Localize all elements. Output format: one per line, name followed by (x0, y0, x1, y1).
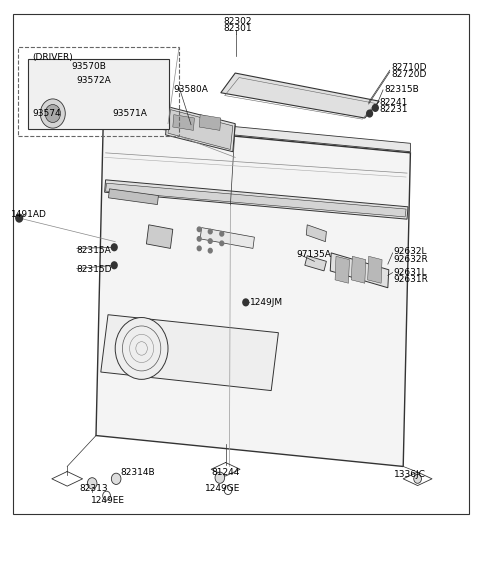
Text: 92632L: 92632L (394, 247, 427, 256)
Circle shape (40, 99, 65, 128)
Circle shape (197, 227, 201, 232)
Text: 93580A: 93580A (174, 85, 209, 94)
Polygon shape (105, 180, 408, 219)
Text: 82720D: 82720D (391, 70, 427, 79)
Polygon shape (173, 115, 194, 130)
Text: 1336JC: 1336JC (394, 470, 425, 479)
Polygon shape (200, 228, 254, 248)
Text: 1249JM: 1249JM (250, 298, 283, 307)
Circle shape (220, 232, 224, 236)
Text: 82315A: 82315A (77, 246, 111, 255)
Polygon shape (146, 225, 173, 248)
Circle shape (243, 299, 249, 306)
Text: 1491AD: 1491AD (11, 210, 47, 219)
Polygon shape (101, 315, 278, 391)
Bar (28, 59, 169, 129)
Polygon shape (103, 114, 410, 152)
Circle shape (414, 474, 421, 483)
Polygon shape (335, 256, 349, 283)
Text: 93574: 93574 (33, 109, 61, 118)
Polygon shape (73, 97, 158, 125)
Polygon shape (199, 115, 221, 130)
Polygon shape (38, 79, 156, 93)
Circle shape (197, 246, 201, 251)
Text: 82241: 82241 (379, 98, 408, 107)
Text: (DRIVER): (DRIVER) (33, 53, 73, 62)
Text: 1249EE: 1249EE (91, 496, 125, 505)
Polygon shape (114, 82, 134, 92)
Text: 82315B: 82315B (384, 85, 419, 94)
Text: 82231: 82231 (379, 105, 408, 114)
Circle shape (197, 237, 201, 241)
Circle shape (220, 241, 224, 246)
Text: 92632R: 92632R (394, 255, 428, 264)
Circle shape (208, 229, 212, 234)
Polygon shape (368, 256, 382, 283)
Polygon shape (88, 82, 108, 92)
Text: 82315D: 82315D (77, 265, 112, 274)
Polygon shape (168, 110, 233, 149)
Text: 82301: 82301 (223, 24, 252, 33)
Polygon shape (75, 100, 156, 123)
Polygon shape (351, 256, 366, 283)
Circle shape (111, 473, 121, 484)
Polygon shape (166, 107, 235, 152)
Polygon shape (221, 73, 379, 118)
Polygon shape (80, 102, 98, 116)
Text: 93570B: 93570B (72, 62, 106, 71)
Text: 97135A: 97135A (297, 250, 332, 259)
Circle shape (367, 110, 372, 117)
Polygon shape (103, 102, 121, 116)
Circle shape (45, 105, 60, 123)
Text: 82302: 82302 (223, 17, 252, 26)
Polygon shape (305, 256, 326, 271)
Polygon shape (106, 183, 406, 217)
Polygon shape (126, 102, 144, 116)
Bar (18, 47, 179, 136)
Text: 1249GE: 1249GE (205, 484, 241, 493)
Text: 81244: 81244 (211, 468, 240, 477)
Polygon shape (108, 189, 158, 205)
Text: 92631R: 92631R (394, 275, 429, 284)
Circle shape (16, 214, 23, 222)
Circle shape (208, 239, 212, 243)
Circle shape (111, 262, 117, 269)
Circle shape (208, 248, 212, 253)
Polygon shape (306, 225, 326, 242)
Polygon shape (330, 253, 389, 288)
Polygon shape (61, 82, 82, 92)
Bar (13, 14, 469, 514)
Circle shape (87, 478, 97, 489)
Text: 82710D: 82710D (391, 63, 427, 72)
Circle shape (111, 244, 117, 251)
Circle shape (215, 472, 225, 483)
Text: 92631L: 92631L (394, 268, 427, 277)
Polygon shape (96, 124, 410, 466)
Text: 82313: 82313 (79, 484, 108, 493)
Text: 82314B: 82314B (120, 468, 155, 477)
Polygon shape (36, 76, 158, 96)
Circle shape (115, 318, 168, 379)
Circle shape (372, 105, 378, 111)
Text: 93572A: 93572A (76, 76, 111, 85)
Text: 93571A: 93571A (113, 109, 148, 118)
